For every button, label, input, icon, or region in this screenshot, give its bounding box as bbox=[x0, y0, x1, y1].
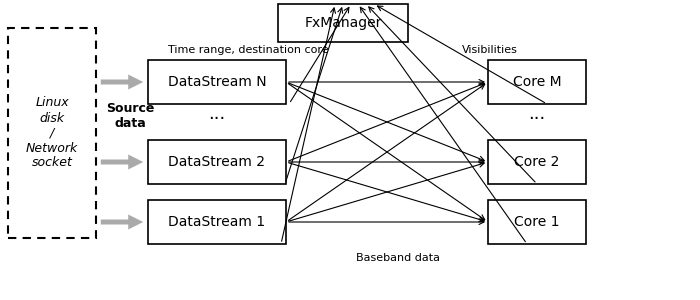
Text: Core 1: Core 1 bbox=[514, 215, 560, 229]
Text: DataStream 1: DataStream 1 bbox=[169, 215, 265, 229]
Text: Core M: Core M bbox=[512, 75, 561, 89]
Bar bbox=[488, 200, 586, 244]
Text: Linux
disk
/
Network
socket: Linux disk / Network socket bbox=[26, 97, 78, 170]
Bar bbox=[148, 60, 286, 104]
Bar bbox=[488, 140, 586, 184]
Bar bbox=[488, 60, 586, 104]
Text: DataStream 2: DataStream 2 bbox=[169, 155, 265, 169]
Text: ...: ... bbox=[528, 105, 545, 123]
Text: ...: ... bbox=[209, 105, 225, 123]
Text: Source
data: Source data bbox=[106, 102, 154, 130]
Bar bbox=[148, 200, 286, 244]
Text: Core 2: Core 2 bbox=[514, 155, 560, 169]
Text: FxManager: FxManager bbox=[304, 16, 382, 30]
Bar bbox=[278, 4, 408, 42]
Text: Visibilities: Visibilities bbox=[462, 45, 518, 55]
Text: DataStream N: DataStream N bbox=[168, 75, 266, 89]
Bar bbox=[148, 140, 286, 184]
Text: Time range, destination core: Time range, destination core bbox=[168, 45, 328, 55]
Bar bbox=[8, 28, 96, 238]
Text: Baseband data: Baseband data bbox=[356, 253, 440, 263]
